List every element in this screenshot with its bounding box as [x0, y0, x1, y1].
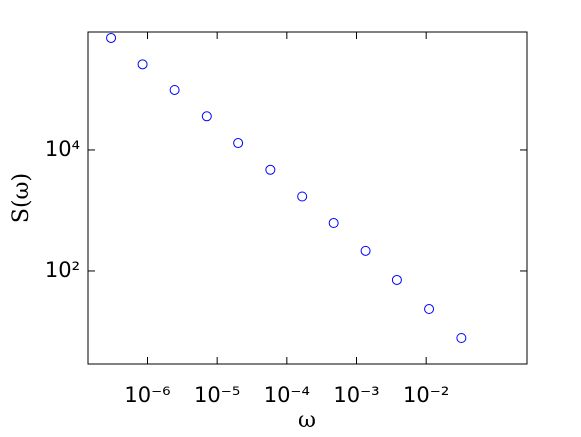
data-point [360, 245, 371, 256]
x-tick-label: 10⁻⁶ [124, 383, 170, 407]
data-point [233, 138, 244, 149]
data-point [201, 111, 212, 122]
data-point [391, 274, 402, 285]
y-tick-label: 10⁴ [45, 137, 80, 161]
data-point [297, 191, 308, 202]
data-point [106, 32, 117, 43]
data-point [137, 59, 148, 70]
data-point [169, 84, 180, 95]
x-tick-label: 10⁻⁴ [264, 383, 310, 407]
x-axis-label: ω [298, 408, 316, 433]
y-axis-label: S(ω) [9, 173, 34, 223]
plot-frame [87, 31, 528, 365]
data-point [265, 164, 276, 175]
data-point [328, 218, 339, 229]
data-point [424, 304, 435, 315]
x-tick-label: 10⁻³ [333, 383, 379, 407]
x-tick-label: 10⁻⁵ [194, 383, 240, 407]
data-point [456, 333, 467, 344]
y-tick-label: 10² [45, 258, 80, 282]
x-tick-label: 10⁻² [403, 383, 449, 407]
